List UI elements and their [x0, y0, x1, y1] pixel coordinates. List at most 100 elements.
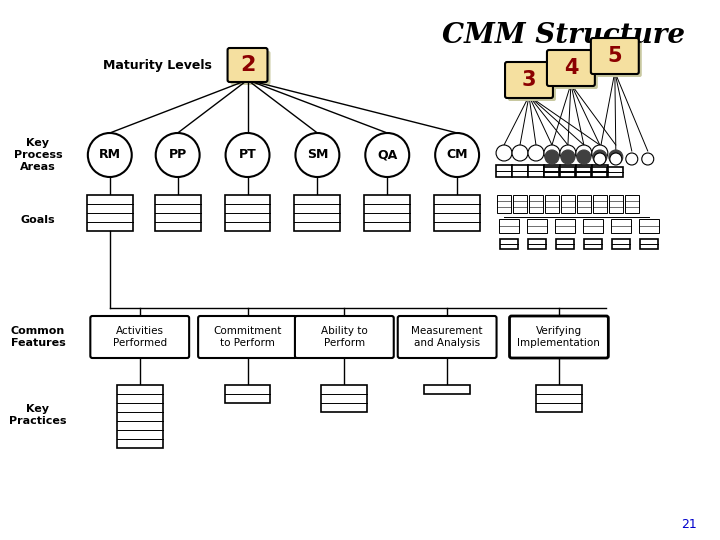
Text: RM: RM — [99, 148, 121, 161]
Bar — [625, 195, 639, 213]
Bar — [545, 195, 559, 213]
Circle shape — [594, 153, 606, 165]
Bar — [556, 239, 574, 249]
Circle shape — [544, 145, 560, 161]
Circle shape — [295, 133, 339, 177]
FancyBboxPatch shape — [397, 316, 497, 358]
Bar — [364, 195, 410, 231]
Bar — [528, 165, 544, 177]
Circle shape — [610, 153, 622, 165]
Circle shape — [576, 145, 592, 161]
Circle shape — [512, 145, 528, 161]
Bar — [513, 195, 527, 213]
Circle shape — [545, 150, 559, 164]
Text: SM: SM — [307, 148, 328, 161]
Text: Goals: Goals — [21, 215, 55, 225]
Bar — [593, 195, 607, 213]
Text: QA: QA — [377, 148, 397, 161]
Bar — [497, 195, 511, 213]
Bar — [576, 165, 592, 177]
Bar — [640, 239, 658, 249]
Bar — [608, 167, 624, 177]
FancyBboxPatch shape — [295, 316, 394, 358]
Text: PP: PP — [168, 148, 186, 161]
Circle shape — [561, 150, 575, 164]
Text: Measurement
and Analysis: Measurement and Analysis — [411, 326, 483, 348]
Bar — [536, 385, 582, 412]
Bar — [529, 195, 543, 213]
Text: Common
Features: Common Features — [11, 326, 66, 348]
Bar — [577, 167, 591, 177]
FancyBboxPatch shape — [547, 50, 595, 86]
Bar — [499, 219, 519, 233]
FancyBboxPatch shape — [198, 316, 297, 358]
Text: 21: 21 — [681, 518, 696, 531]
Bar — [528, 239, 546, 249]
Bar — [424, 385, 470, 394]
FancyBboxPatch shape — [594, 41, 642, 77]
Circle shape — [592, 145, 608, 161]
Circle shape — [365, 133, 409, 177]
Circle shape — [528, 145, 544, 161]
FancyBboxPatch shape — [508, 65, 556, 101]
Bar — [560, 165, 576, 177]
Circle shape — [609, 150, 623, 164]
Text: 3: 3 — [522, 70, 536, 90]
Bar — [593, 167, 608, 177]
Circle shape — [88, 133, 132, 177]
Bar — [584, 239, 602, 249]
Bar — [496, 165, 512, 177]
Bar — [612, 239, 630, 249]
FancyBboxPatch shape — [505, 62, 553, 98]
Circle shape — [593, 150, 607, 164]
Circle shape — [560, 145, 576, 161]
Circle shape — [577, 150, 591, 164]
FancyBboxPatch shape — [591, 38, 639, 74]
Bar — [555, 219, 575, 233]
Bar — [87, 195, 132, 231]
Bar — [434, 195, 480, 231]
Bar — [611, 219, 631, 233]
Text: Key
Process
Areas: Key Process Areas — [14, 138, 62, 172]
Text: Verifying
Implementation: Verifying Implementation — [518, 326, 600, 348]
Bar — [225, 195, 271, 231]
Bar — [117, 385, 163, 448]
Text: 4: 4 — [564, 58, 578, 78]
Text: Activities
Performed: Activities Performed — [112, 326, 167, 348]
Circle shape — [435, 133, 479, 177]
Bar — [500, 239, 518, 249]
Text: PT: PT — [238, 148, 256, 161]
Text: CMM Structure: CMM Structure — [442, 22, 685, 49]
FancyBboxPatch shape — [550, 53, 598, 89]
Text: 2: 2 — [240, 55, 255, 75]
Bar — [639, 219, 659, 233]
Circle shape — [642, 153, 654, 165]
Circle shape — [156, 133, 199, 177]
Bar — [527, 219, 547, 233]
Bar — [592, 165, 608, 177]
FancyBboxPatch shape — [228, 48, 268, 82]
Circle shape — [496, 145, 512, 161]
Bar — [583, 219, 603, 233]
Bar — [544, 167, 559, 177]
Bar — [155, 195, 201, 231]
FancyBboxPatch shape — [230, 51, 271, 85]
Text: Commitment
to Perform: Commitment to Perform — [213, 326, 282, 348]
Circle shape — [626, 153, 638, 165]
Bar — [560, 167, 575, 177]
Bar — [294, 195, 341, 231]
Bar — [225, 385, 271, 403]
Circle shape — [225, 133, 269, 177]
Bar — [577, 195, 591, 213]
Text: 5: 5 — [608, 46, 622, 66]
Text: Ability to
Perform: Ability to Perform — [321, 326, 368, 348]
Bar — [544, 165, 560, 177]
FancyBboxPatch shape — [510, 316, 608, 358]
Bar — [561, 195, 575, 213]
Bar — [512, 165, 528, 177]
Text: Key
Practices: Key Practices — [9, 404, 67, 426]
Bar — [609, 195, 623, 213]
FancyBboxPatch shape — [90, 316, 189, 358]
Text: CM: CM — [446, 148, 468, 161]
Text: Maturity Levels: Maturity Levels — [103, 58, 212, 71]
